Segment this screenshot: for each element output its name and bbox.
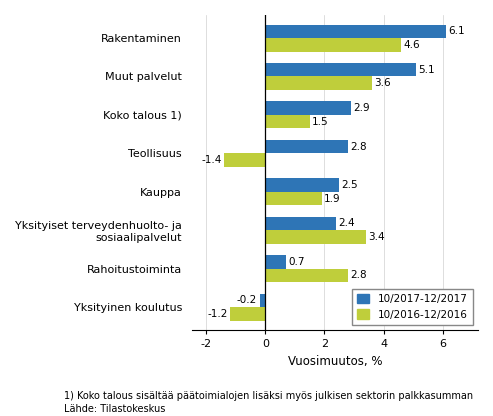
Bar	[265, 217, 336, 230]
Bar	[265, 230, 366, 244]
Bar	[265, 102, 351, 115]
Bar	[265, 192, 321, 205]
Text: -1.4: -1.4	[201, 155, 222, 165]
Text: 0.7: 0.7	[288, 257, 305, 267]
Text: 1.5: 1.5	[312, 116, 329, 126]
Text: 3.6: 3.6	[374, 78, 390, 88]
Text: 1) Koko talous sisältää päätoimialojen lisäksi myös julkisen sektorin palkkasumm: 1) Koko talous sisältää päätoimialojen l…	[64, 391, 473, 401]
X-axis label: Vuosimuutos, %: Vuosimuutos, %	[287, 355, 382, 368]
Bar	[265, 77, 372, 90]
Bar	[230, 307, 265, 321]
Text: -1.2: -1.2	[207, 309, 228, 319]
Text: 2.9: 2.9	[353, 103, 370, 113]
Text: 3.4: 3.4	[368, 232, 385, 242]
Bar	[265, 140, 348, 154]
Text: 2.5: 2.5	[342, 180, 358, 190]
Text: -0.2: -0.2	[237, 295, 257, 305]
Text: Lähde: Tilastokeskus: Lähde: Tilastokeskus	[64, 404, 166, 414]
Bar	[265, 63, 416, 77]
Bar	[259, 294, 265, 307]
Text: 2.4: 2.4	[339, 218, 355, 228]
Text: 2.8: 2.8	[351, 141, 367, 151]
Bar	[265, 269, 348, 282]
Text: 4.6: 4.6	[404, 40, 420, 50]
Text: 5.1: 5.1	[419, 65, 435, 75]
Text: 2.8: 2.8	[351, 270, 367, 280]
Bar	[265, 38, 401, 52]
Bar	[265, 115, 310, 129]
Bar	[265, 178, 339, 192]
Text: 6.1: 6.1	[448, 26, 464, 36]
Bar	[265, 255, 286, 269]
Legend: 10/2017-12/2017, 10/2016-12/2016: 10/2017-12/2017, 10/2016-12/2016	[352, 289, 473, 325]
Text: 1.9: 1.9	[324, 193, 341, 203]
Bar	[224, 154, 265, 167]
Bar	[265, 25, 446, 38]
